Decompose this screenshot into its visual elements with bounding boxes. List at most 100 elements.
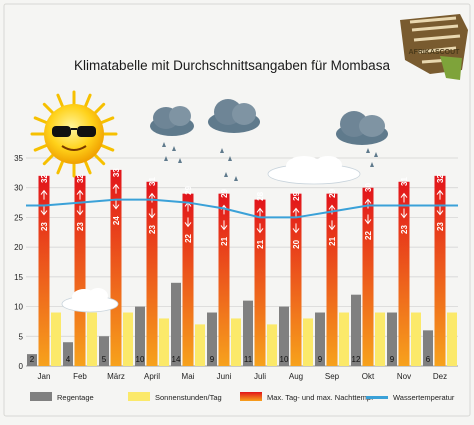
y-tick-label: 15 xyxy=(14,273,23,282)
max-temp-label: 29 xyxy=(220,188,229,197)
sun-bar xyxy=(87,312,97,366)
temperature-bar xyxy=(218,193,230,366)
max-temp-label: 33 xyxy=(112,168,121,177)
min-temp-label: 23 xyxy=(40,222,49,231)
legend-label: Wassertemperatur xyxy=(393,393,455,402)
sun-bar xyxy=(231,318,241,366)
min-temp-label: 20 xyxy=(292,239,301,248)
rain-day-label: 14 xyxy=(172,355,181,364)
rain-bar xyxy=(207,312,217,366)
arrow-down-icon xyxy=(364,214,372,225)
chart-marks: 3223232234332453123102922142921928211129… xyxy=(26,168,458,366)
arrow-up-icon xyxy=(328,204,336,215)
min-temp-label: 23 xyxy=(148,225,157,234)
cloud-icon xyxy=(267,156,361,185)
sun-icon xyxy=(30,90,118,178)
x-tick-label: Aug xyxy=(289,372,303,381)
temperature-bar xyxy=(182,193,194,366)
x-tick-label: März xyxy=(107,372,125,381)
arrow-up-icon xyxy=(148,192,156,203)
min-temp-label: 21 xyxy=(256,239,265,248)
grid-lines xyxy=(26,157,458,367)
y-axis: 0 5 10 15 20 25 30 35 xyxy=(14,154,23,371)
rain-cloud-icon xyxy=(208,99,260,181)
rain-day-label: 12 xyxy=(352,355,361,364)
sun-bar xyxy=(339,312,349,366)
max-temp-label: 29 xyxy=(328,188,337,197)
afrikascout-logo: AFRIKASCOUT xyxy=(400,14,468,80)
x-tick-label: Juni xyxy=(217,372,232,381)
max-temp-label: 29 xyxy=(184,185,193,194)
rain-bar xyxy=(171,282,181,366)
min-temp-label: 23 xyxy=(400,225,409,234)
min-temp-label: 21 xyxy=(328,236,337,245)
rain-bar xyxy=(423,330,433,366)
x-tick-label: Feb xyxy=(73,372,87,381)
x-tick-label: Mai xyxy=(182,372,195,381)
rain-bar xyxy=(351,294,361,366)
x-tick-label: Jan xyxy=(38,372,51,381)
rain-bar xyxy=(135,306,145,366)
max-temp-label: 32 xyxy=(76,174,85,183)
temperature-bar xyxy=(254,199,266,366)
min-temp-label: 21 xyxy=(220,236,229,245)
rain-bar xyxy=(99,336,109,366)
arrow-down-icon xyxy=(220,220,228,231)
rain-day-label: 10 xyxy=(280,355,289,364)
sun-bar xyxy=(195,324,205,366)
arrow-down-icon xyxy=(292,223,300,234)
temperature-bar xyxy=(398,181,410,366)
legend-swatch xyxy=(366,396,388,399)
max-temp-label: 32 xyxy=(40,174,49,183)
x-tick-label: Nov xyxy=(397,372,411,381)
temperature-bar xyxy=(146,181,158,366)
temperature-bar xyxy=(38,175,50,366)
rain-bar xyxy=(63,342,73,366)
sun-bar xyxy=(123,312,133,366)
y-tick-label: 0 xyxy=(19,362,24,371)
sun-bar xyxy=(51,312,61,366)
legend-swatch xyxy=(128,392,150,401)
chart-title: Klimatabelle mit Durchschnittsangaben fü… xyxy=(74,58,390,73)
rain-day-label: 9 xyxy=(318,355,323,364)
temperature-bar xyxy=(326,193,338,366)
sun-bar xyxy=(411,312,421,366)
legend-label: Regentage xyxy=(57,393,94,402)
y-tick-label: 20 xyxy=(14,243,23,252)
arrow-up-icon xyxy=(436,189,444,200)
legend: Regentage Sonnenstunden/Tag Max. Tag- und … xyxy=(30,392,455,402)
rain-day-label: 5 xyxy=(102,355,107,364)
min-temp-label: 22 xyxy=(364,230,373,239)
arrow-down-icon xyxy=(256,223,264,234)
y-tick-label: 35 xyxy=(14,154,23,163)
max-temp-label: 28 xyxy=(256,191,265,200)
rain-day-label: 11 xyxy=(244,355,253,364)
min-temp-label: 23 xyxy=(76,222,85,231)
sun-bar xyxy=(159,318,169,366)
rain-cloud-icon xyxy=(150,106,194,163)
max-temp-label: 32 xyxy=(436,174,445,183)
logo-text: AFRIKASCOUT xyxy=(409,49,461,56)
arrow-down-icon xyxy=(328,220,336,231)
max-temp-label: 31 xyxy=(148,177,157,186)
y-tick-label: 25 xyxy=(14,213,23,222)
min-temp-label: 23 xyxy=(436,222,445,231)
arrow-up-icon xyxy=(256,207,264,218)
temperature-bar xyxy=(74,175,86,366)
arrow-down-icon xyxy=(436,205,444,216)
legend-swatch xyxy=(240,392,262,401)
rain-day-label: 2 xyxy=(30,355,35,364)
min-temp-label: 24 xyxy=(112,216,121,225)
rain-bar xyxy=(279,306,289,366)
rain-day-label: 6 xyxy=(426,355,431,364)
x-tick-label: Juli xyxy=(254,372,266,381)
temperature-bar xyxy=(434,175,446,366)
arrow-down-icon xyxy=(40,205,48,216)
y-tick-label: 5 xyxy=(19,332,24,341)
arrow-down-icon xyxy=(184,217,192,228)
temperature-bar xyxy=(362,187,374,366)
x-tick-label: Dez xyxy=(433,372,447,381)
rain-bar xyxy=(387,312,397,366)
